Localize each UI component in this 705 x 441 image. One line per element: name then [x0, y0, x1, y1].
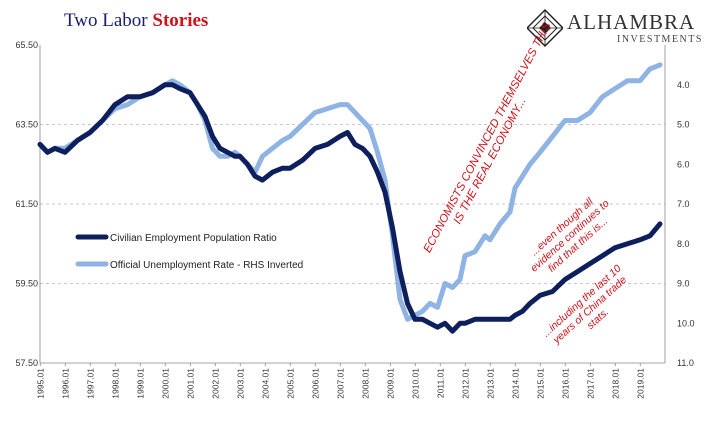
x-tick-label: 2010.01 — [410, 368, 420, 399]
y-left-tick-label: 57.50 — [15, 358, 38, 368]
y-left-tick-label: 63.50 — [15, 120, 38, 130]
x-tick-label: 2015.01 — [535, 368, 545, 399]
y-right-tick-label: 10.0 — [677, 318, 695, 328]
legend: Civilian Employment Population Ratio Offi… — [75, 233, 303, 271]
x-tick-label: 2013.01 — [485, 368, 495, 399]
title-plain: Two Labor — [64, 10, 153, 31]
legend-label: Official Unemployment Rate - RHS Inverte… — [110, 260, 303, 271]
y-right-tick-label: 9.0 — [677, 279, 690, 289]
x-tick-label: 1999.01 — [135, 368, 145, 399]
x-tick-label: 2004.01 — [260, 368, 270, 399]
series-lines — [37, 62, 663, 334]
x-tick-label: 1996.01 — [60, 368, 70, 399]
y-left-tick-label: 61.50 — [15, 199, 38, 209]
logo-name: ALHAMBRA — [567, 10, 696, 34]
logo-sub: INVESTMENTS — [617, 34, 703, 45]
y-left-tick-label: 65.50 — [15, 40, 38, 50]
y-left-tick-label: 59.50 — [15, 279, 38, 289]
x-tick-label: 2016.01 — [560, 368, 570, 399]
grid-lines — [39, 45, 666, 364]
x-tick-label: 1995.01 — [35, 368, 45, 399]
y-right-tick-label: 6.0 — [677, 159, 690, 169]
x-tick-label: 2014.01 — [510, 368, 520, 399]
x-tick-label: 2009.01 — [385, 368, 395, 399]
x-tick-label: 2005.01 — [285, 368, 295, 399]
diamond-logo-icon — [527, 8, 563, 48]
x-tick-label: 2007.01 — [335, 368, 345, 399]
y-axis-right: 4.0 5.0 6.0 7.0 8.0 9.0 10.0 11.0 — [677, 80, 695, 368]
y-right-tick-label: 4.0 — [677, 80, 690, 90]
x-tick-label: 2011.01 — [435, 368, 445, 398]
x-tick-label: 1998.01 — [110, 368, 120, 399]
y-right-tick-label: 8.0 — [677, 239, 690, 249]
x-tick-label: 2006.01 — [310, 368, 320, 399]
x-tick-label: 2002.01 — [210, 368, 220, 399]
alhambra-logo: ALHAMBRA INVESTMENTS — [527, 8, 702, 48]
chart-title: Two Labor Stories — [64, 10, 208, 32]
x-tick-label: 2012.01 — [460, 368, 470, 399]
y-axis-left: 65.50 63.50 61.50 59.50 57.50 — [15, 40, 38, 368]
x-tick-label: 2018.01 — [610, 368, 620, 399]
x-tick-label: 2000.01 — [160, 368, 170, 399]
x-tick-label: 1997.01 — [85, 368, 95, 399]
x-tick-label: 2017.01 — [585, 368, 595, 399]
x-tick-label: 2008.01 — [360, 368, 370, 399]
x-axis: 1995.01 1996.01 1997.01 1998.01 1999.01 2000.… — [35, 363, 645, 399]
x-tick-label: 2003.01 — [235, 368, 245, 399]
title-accent: Stories — [152, 10, 209, 31]
legend-label: Civilian Employment Population Ratio — [110, 233, 277, 244]
y-right-tick-label: 5.0 — [677, 120, 690, 130]
x-tick-label: 2001.01 — [185, 368, 195, 399]
employment-ratio-line — [37, 82, 663, 334]
y-right-tick-label: 11.0 — [677, 358, 694, 368]
x-tick-label: 2019.01 — [635, 368, 645, 399]
y-right-tick-label: 7.0 — [677, 199, 690, 209]
